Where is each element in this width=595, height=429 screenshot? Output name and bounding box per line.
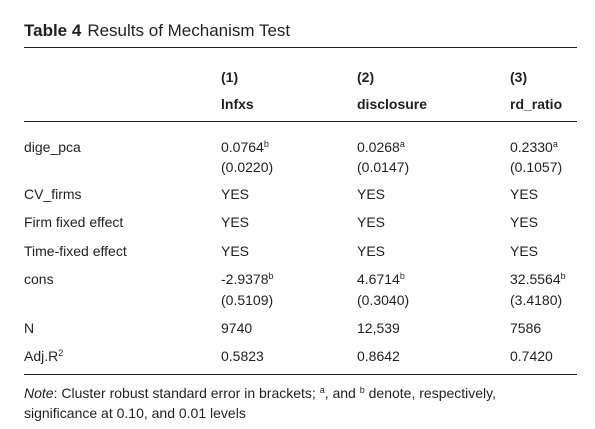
adj-r2-3: 0.7420 xyxy=(510,348,553,364)
se-cons-2: (0.3040) xyxy=(357,292,410,308)
coef-dige-pca-2: 0.0268a xyxy=(357,139,405,155)
se-cons-1: (0.5109) xyxy=(221,292,274,308)
coef-cons-2: 4.6714b xyxy=(357,271,405,287)
col-number-2: (2) xyxy=(357,69,375,85)
n-2: 12,539 xyxy=(357,320,400,336)
table-title: Results of Mechanism Test xyxy=(87,21,291,40)
bottom-rule xyxy=(24,374,577,375)
time-fe-2: YES xyxy=(357,243,386,259)
col-number-1: (1) xyxy=(221,69,239,85)
se-dige-pca-1: (0.0220) xyxy=(221,159,274,175)
firm-fe-3: YES xyxy=(510,214,539,230)
row-label-n: N xyxy=(24,320,35,336)
header-rule xyxy=(24,121,577,122)
se-dige-pca-2: (0.0147) xyxy=(357,159,410,175)
row-label-cv-firms: CV_firms xyxy=(24,186,82,202)
table-number: Table 4 xyxy=(24,21,82,40)
firm-fe-2: YES xyxy=(357,214,386,230)
col-name-1: lnfxs xyxy=(221,96,254,112)
col-number-3: (3) xyxy=(510,69,528,85)
coef-cons-1: -2.9378b xyxy=(221,271,274,287)
top-rule xyxy=(24,47,577,48)
row-label-adj-r2: Adj.R2 xyxy=(24,348,64,364)
col-name-3: rd_ratio xyxy=(510,96,563,112)
note-prefix: Note xyxy=(24,385,54,401)
n-3: 7586 xyxy=(510,320,542,336)
row-label-time-fe: Time-fixed effect xyxy=(24,243,127,259)
adj-r2-1: 0.5823 xyxy=(221,348,264,364)
cv-firms-1: YES xyxy=(221,186,250,202)
time-fe-3: YES xyxy=(510,243,539,259)
col-name-2: disclosure xyxy=(357,96,428,112)
se-dige-pca-3: (0.1057) xyxy=(510,159,563,175)
row-label-dige-pca: dige_pca xyxy=(24,139,81,155)
firm-fe-1: YES xyxy=(221,214,250,230)
row-label-firm-fe: Firm fixed effect xyxy=(24,214,124,230)
coef-dige-pca-1: 0.0764b xyxy=(221,139,269,155)
cv-firms-2: YES xyxy=(357,186,386,202)
table-note: Note: Cluster robust standard error in b… xyxy=(24,385,497,421)
coef-dige-pca-3: 0.2330a xyxy=(510,139,558,155)
se-cons-3: (3.4180) xyxy=(510,292,563,308)
coef-cons-3: 32.5564b xyxy=(510,271,566,287)
time-fe-1: YES xyxy=(221,243,250,259)
adj-r2-2: 0.8642 xyxy=(357,348,400,364)
n-1: 9740 xyxy=(221,320,253,336)
cv-firms-3: YES xyxy=(510,186,539,202)
row-label-cons: cons xyxy=(24,271,54,287)
table-caption: Table 4 Results of Mechanism Test xyxy=(24,21,290,41)
